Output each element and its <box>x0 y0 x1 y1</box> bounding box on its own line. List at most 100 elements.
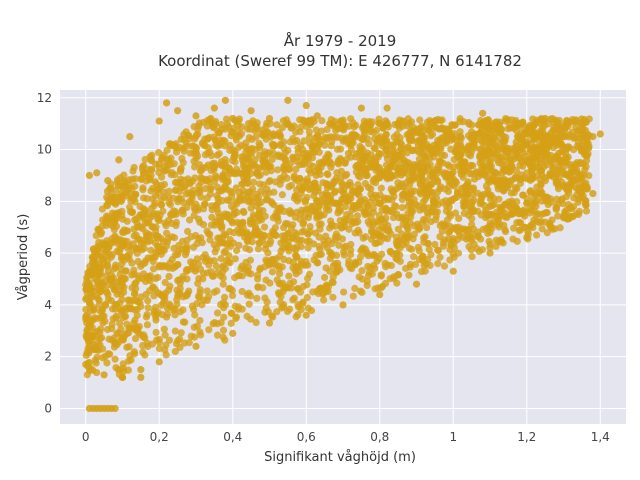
scatter-point <box>543 141 551 149</box>
scatter-point <box>97 314 105 322</box>
scatter-point <box>280 166 288 174</box>
scatter-point <box>110 225 118 234</box>
scatter-point <box>539 131 547 139</box>
scatter-point <box>427 132 435 140</box>
scatter-point <box>182 190 190 198</box>
scatter-point <box>188 142 196 150</box>
scatter-point <box>194 260 203 268</box>
scatter-point <box>358 275 367 283</box>
scatter-point <box>477 129 485 137</box>
scatter-point <box>247 107 255 115</box>
scatter-point <box>108 277 117 285</box>
scatter-point <box>183 291 191 299</box>
scatter-point <box>457 133 465 141</box>
scatter-point <box>394 120 402 128</box>
scatter-point <box>172 221 180 230</box>
scatter-point <box>190 333 199 341</box>
scatter-point <box>165 140 174 148</box>
scatter-point <box>187 258 195 266</box>
scatter-point <box>553 195 561 203</box>
scatter-point <box>429 118 437 127</box>
scatter-point <box>100 371 108 379</box>
scatter-point <box>545 219 554 227</box>
scatter-point <box>245 300 253 308</box>
scatter-point <box>231 151 239 159</box>
scatter-point <box>313 287 321 295</box>
scatter-point <box>125 251 133 259</box>
scatter-point <box>440 262 449 270</box>
scatter-point <box>83 348 91 356</box>
scatter-point <box>213 309 222 317</box>
scatter-point <box>210 257 218 265</box>
scatter-point <box>336 199 344 207</box>
scatter-point <box>314 187 322 195</box>
scatter-point <box>427 180 435 188</box>
scatter-point <box>377 184 385 192</box>
scatter-point <box>357 104 365 112</box>
scatter-point <box>190 204 198 212</box>
scatter-point <box>288 124 296 132</box>
scatter-point <box>124 186 132 194</box>
scatter-point <box>86 300 94 308</box>
y-tick-label: 0 <box>44 401 52 415</box>
scatter-point <box>554 212 562 220</box>
scatter-point <box>438 125 446 133</box>
scatter-point <box>160 246 168 255</box>
scatter-point <box>359 244 367 252</box>
scatter-point <box>321 240 329 248</box>
scatter-point <box>383 120 391 129</box>
scatter-point <box>257 130 265 138</box>
scatter-point <box>214 142 222 151</box>
scatter-point <box>322 180 330 188</box>
scatter-point <box>361 233 370 241</box>
scatter-point <box>187 233 195 241</box>
scatter-point <box>537 167 545 175</box>
scatter-point <box>104 291 112 299</box>
scatter-point <box>559 213 568 221</box>
scatter-point <box>141 334 149 342</box>
scatter-point <box>364 252 373 260</box>
scatter-point <box>253 294 261 302</box>
scatter-point <box>336 207 345 215</box>
scatter-point <box>571 134 580 142</box>
scatter-point <box>549 155 557 163</box>
scatter-point <box>303 237 311 246</box>
scatter-point <box>212 262 221 270</box>
scatter-point <box>190 163 199 171</box>
scatter-point <box>356 253 365 261</box>
scatter-point <box>119 367 128 376</box>
scatter-point <box>265 319 274 327</box>
scatter-point <box>467 246 475 254</box>
scatter-point <box>141 236 149 244</box>
scatter-point <box>343 134 351 142</box>
scatter-point <box>280 207 289 216</box>
scatter-point <box>204 229 212 238</box>
scatter-point <box>552 116 560 124</box>
scatter-point <box>476 196 485 205</box>
scatter-point <box>458 165 466 173</box>
scatter-point <box>349 218 357 226</box>
scatter-point <box>467 203 475 211</box>
scatter-point <box>262 304 270 312</box>
scatter-point <box>523 138 531 146</box>
scatter-point <box>85 171 94 180</box>
scatter-point <box>296 116 304 124</box>
scatter-point <box>397 139 405 147</box>
scatter-point <box>547 128 556 136</box>
scatter-point <box>172 148 181 156</box>
scatter-point <box>111 355 119 363</box>
scatter-point <box>459 233 467 241</box>
scatter-point <box>98 222 106 230</box>
scatter-point <box>165 216 173 224</box>
scatter-point <box>500 136 508 144</box>
scatter-point <box>454 223 463 231</box>
scatter-point <box>394 270 402 279</box>
scatter-point <box>331 222 339 230</box>
scatter-point <box>533 231 541 239</box>
scatter-point <box>502 177 511 185</box>
scatter-point <box>326 267 334 275</box>
scatter-point <box>110 265 118 273</box>
scatter-point <box>269 149 278 158</box>
scatter-point <box>339 248 348 256</box>
scatter-point <box>497 130 505 138</box>
